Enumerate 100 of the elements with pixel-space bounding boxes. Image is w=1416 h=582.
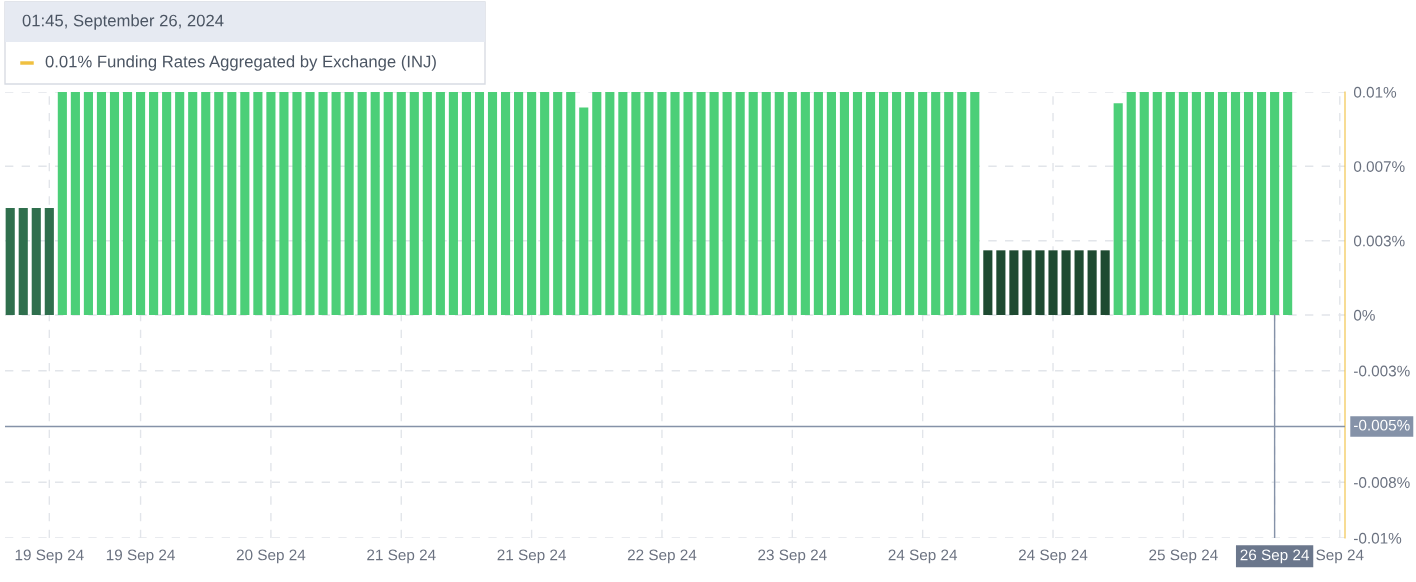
bar	[162, 92, 172, 315]
bar	[1126, 92, 1136, 315]
bar	[865, 92, 876, 315]
bar	[839, 92, 850, 315]
x-tick-label: Sep 24	[1316, 549, 1364, 564]
bar	[201, 92, 211, 315]
bar	[175, 92, 185, 315]
bar	[1152, 92, 1162, 315]
x-tick-label: 20 Sep 24	[236, 549, 306, 564]
bar	[826, 92, 836, 315]
bar	[787, 92, 797, 315]
bar	[905, 92, 915, 315]
bar	[18, 207, 28, 315]
x-tick-label: 24 Sep 24	[1018, 549, 1088, 564]
bar	[579, 107, 589, 315]
bar	[892, 92, 902, 315]
bar	[500, 92, 511, 315]
bar	[1113, 103, 1123, 315]
bar	[149, 92, 159, 315]
y-tick-label: 0.01%	[1353, 86, 1397, 98]
bar	[396, 92, 406, 315]
bar	[266, 92, 276, 315]
x-tick-label: 19 Sep 24	[106, 549, 175, 564]
x-tick-label: 22 Sep 24	[627, 549, 697, 564]
bar	[383, 92, 393, 315]
y-tick-label: -0.01%	[1354, 532, 1402, 544]
bar	[305, 92, 315, 315]
x-tick-label: 21 Sep 24	[367, 549, 436, 564]
bar	[527, 92, 537, 315]
bar	[696, 92, 706, 315]
bar	[996, 250, 1006, 315]
bar	[618, 92, 628, 315]
bar	[879, 92, 889, 315]
bar	[957, 92, 967, 315]
bar	[1178, 92, 1188, 315]
bar	[514, 92, 524, 315]
bar	[1009, 250, 1019, 315]
bar	[1257, 92, 1267, 315]
bar	[970, 92, 980, 315]
bar	[70, 92, 80, 315]
bar	[553, 92, 563, 315]
bar	[57, 92, 67, 315]
bar	[96, 92, 107, 315]
y-tick-label: -0.003%	[1354, 365, 1410, 377]
bar	[800, 92, 810, 315]
x-tick-label: 21 Sep 24	[497, 549, 566, 564]
bar	[735, 92, 745, 315]
bar	[540, 92, 550, 315]
bar	[683, 92, 693, 315]
bar	[370, 92, 380, 315]
bar	[122, 92, 133, 315]
bar	[83, 92, 93, 315]
bar	[435, 92, 445, 315]
y-tick-label: 0%	[1353, 309, 1375, 321]
y-tick-label: 0.003%	[1353, 235, 1405, 247]
bar	[109, 92, 120, 315]
bar	[240, 92, 250, 315]
ref-line-label: -0.005%	[1354, 419, 1410, 431]
bar	[1165, 92, 1175, 315]
bar	[657, 92, 667, 315]
bar	[331, 92, 341, 315]
bar	[292, 92, 302, 315]
y-tick-label: 0.007%	[1353, 161, 1405, 172]
bar	[474, 92, 485, 315]
bar	[461, 92, 471, 315]
bar	[1191, 92, 1201, 315]
bar	[761, 92, 771, 315]
bar	[774, 92, 784, 315]
bar	[1022, 250, 1032, 315]
bar	[1270, 92, 1280, 315]
bar	[592, 92, 602, 315]
bar	[1243, 92, 1254, 315]
bar	[357, 92, 367, 315]
bar	[852, 92, 863, 315]
bar	[644, 92, 654, 315]
bar	[31, 207, 41, 315]
y-tick-label: -0.008%	[1354, 477, 1410, 488]
bar	[487, 92, 498, 315]
bar	[422, 92, 432, 315]
x-tick-label: 19 Sep 24	[15, 549, 84, 564]
bar	[631, 92, 641, 315]
bar	[214, 92, 224, 315]
bar	[44, 207, 54, 315]
bar	[1074, 250, 1084, 315]
bar	[253, 92, 263, 315]
x-tick-label: 24 Sep 24	[888, 549, 958, 564]
bar	[944, 92, 954, 315]
bar	[1100, 250, 1110, 315]
bar	[5, 207, 15, 315]
bar	[983, 250, 993, 315]
bar	[136, 92, 146, 315]
bar	[318, 92, 328, 315]
bar	[1087, 250, 1097, 315]
bar	[813, 92, 823, 315]
x-tick-label: 23 Sep 24	[758, 549, 827, 564]
bar	[1217, 92, 1228, 315]
bar	[709, 92, 719, 315]
bar	[748, 92, 758, 315]
text: 0.01% Funding Rates Aggregated by Exchange (INJ)	[45, 55, 436, 71]
bar	[1204, 92, 1214, 315]
